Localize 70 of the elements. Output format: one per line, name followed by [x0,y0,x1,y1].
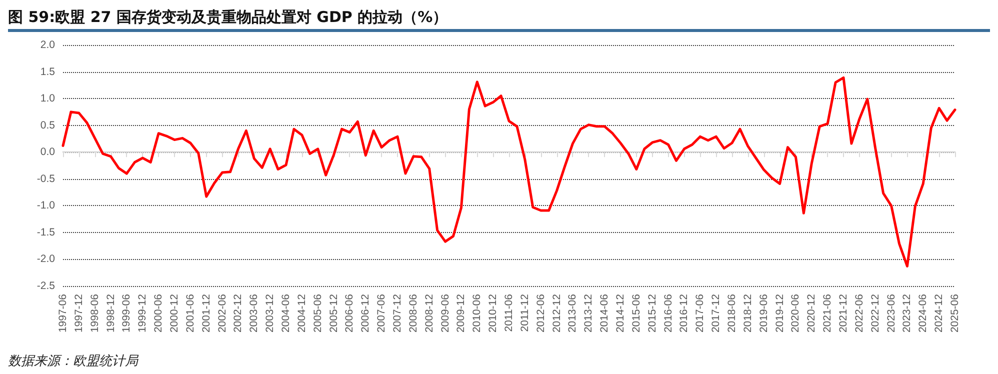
x-tick-label: 2014-06 [598,294,611,333]
x-tick-label: 2002-06 [216,294,228,333]
x-tick-label: 2011-12 [518,294,531,332]
x-tick-label: 2000-06 [152,294,165,333]
y-tick-label: 2.0 [40,39,56,51]
x-tick-label: 2023-06 [885,294,898,333]
x-tick-label: 2004-06 [280,294,292,333]
x-tick-label: 2022-06 [853,294,866,333]
x-tick-label: 2010-12 [487,294,500,333]
x-tick-label: 2020-12 [806,294,818,333]
y-tick-label: 0.5 [40,119,56,132]
chart-title: 图 59:欧盟 27 国存货变动及贵重物品处置对 GDP 的拉动（%） [8,8,990,32]
y-tick-label: 1.5 [40,66,56,78]
source-note: 数据来源：欧盟统计局 [8,353,140,370]
x-tick-label: 2024-06 [917,294,930,333]
x-tick-label: 1997-12 [72,294,85,333]
x-tick-label: 2003-12 [264,294,276,333]
x-tick-label: 2011-06 [503,294,515,332]
x-tick-label: 2001-12 [200,294,212,333]
x-tick-label: 1999-12 [136,294,149,333]
x-tick-label: 2009-12 [455,294,468,333]
x-tick-label: 2015-12 [646,294,658,333]
y-tick-label: -1.5 [36,226,56,238]
x-tick-label: 2019-12 [774,294,786,333]
x-tick-label: 2012-12 [550,294,563,333]
x-tick-label: 2008-06 [407,294,420,333]
x-tick-label: 2003-06 [248,294,260,333]
x-tick-label: 2025-06 [949,294,961,333]
x-tick-label: 2013-12 [582,294,595,333]
x-tick-label: 2007-06 [376,294,388,333]
x-tick-label: 2012-06 [534,294,547,333]
x-tick-label: 2024-12 [933,294,946,333]
x-tick-label: 2018-12 [742,294,754,333]
x-tick-label: 2022-12 [869,294,882,333]
x-tick-label: 2018-06 [726,294,738,333]
x-tick-label: 1999-06 [120,294,133,333]
x-tick-label: 2023-12 [901,294,914,333]
x-tick-label: 2006-12 [360,294,372,333]
y-tick-label: -0.5 [36,172,56,185]
y-tick-label: 0.0 [40,146,56,158]
y-tick-label: -2.5 [36,280,56,292]
x-tick-label: 2005-12 [328,294,340,333]
x-tick-label: 2008-12 [423,294,436,333]
x-tick-label: 2021-06 [822,294,834,333]
x-tick-label: 2017-12 [710,294,722,333]
x-tick-label: 2015-06 [630,294,642,333]
x-tick-label: 2014-12 [614,294,626,333]
line-series [62,76,956,268]
x-tick-label: 2007-12 [392,294,404,333]
x-tick-label: 2005-06 [312,294,324,333]
x-tick-label: 2010-06 [471,294,484,333]
y-tick-label: -1.0 [36,200,56,212]
x-tick-label: 2009-06 [439,294,452,333]
x-tick-label: 2002-12 [232,294,244,333]
x-tick-label: 1997-06 [57,294,69,333]
y-tick-label: -2.0 [36,253,56,266]
x-tick-label: 2013-06 [566,294,579,333]
x-tick-label: 1998-06 [88,294,101,333]
x-tick-label: 2016-12 [678,294,690,333]
x-tick-label: 2016-06 [662,294,674,333]
x-tick-label: 2020-06 [790,294,802,333]
x-tick-label: 2000-12 [168,294,180,333]
x-tick-label: 2001-06 [184,294,196,333]
x-tick-label: 2019-06 [758,294,770,333]
x-tick-label: 2021-12 [838,294,850,333]
y-tick-label: 1.0 [40,92,56,105]
x-tick-label: 2006-06 [344,294,356,333]
x-tick-label: 2017-06 [694,294,706,333]
x-tick-label: 1998-12 [104,294,117,333]
x-tick-label: 2004-12 [296,294,308,333]
